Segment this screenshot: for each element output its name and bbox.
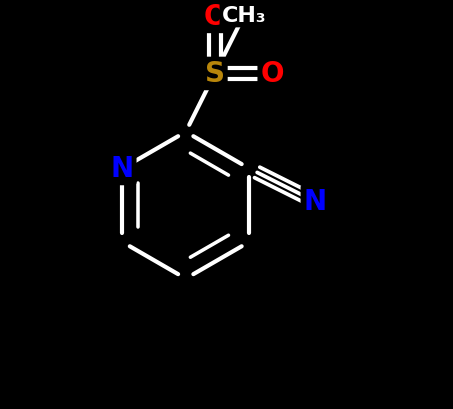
Text: N: N <box>304 188 327 216</box>
Text: O: O <box>203 3 226 31</box>
Text: O: O <box>260 60 284 88</box>
Text: S: S <box>205 60 225 88</box>
Text: N: N <box>111 155 134 183</box>
Text: CH₃: CH₃ <box>222 6 266 26</box>
